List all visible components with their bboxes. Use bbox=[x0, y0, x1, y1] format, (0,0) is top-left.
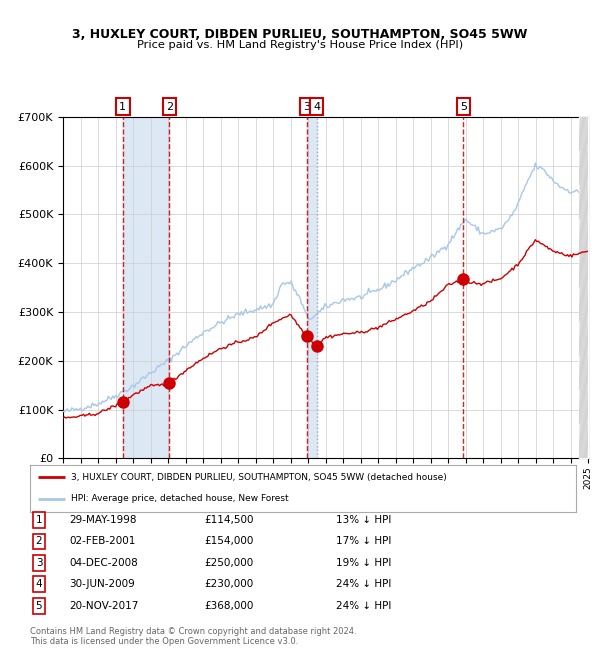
Text: 4: 4 bbox=[35, 579, 43, 590]
Text: 17% ↓ HPI: 17% ↓ HPI bbox=[336, 536, 391, 547]
Text: 02-FEB-2001: 02-FEB-2001 bbox=[69, 536, 136, 547]
Text: 1: 1 bbox=[35, 515, 43, 525]
Text: 24% ↓ HPI: 24% ↓ HPI bbox=[336, 601, 391, 611]
Bar bbox=[307, 117, 317, 458]
Text: Price paid vs. HM Land Registry's House Price Index (HPI): Price paid vs. HM Land Registry's House … bbox=[137, 40, 463, 50]
Text: 04-DEC-2008: 04-DEC-2008 bbox=[69, 558, 138, 568]
Text: 5: 5 bbox=[35, 601, 43, 611]
Text: 30-JUN-2009: 30-JUN-2009 bbox=[69, 579, 135, 590]
Text: 3, HUXLEY COURT, DIBDEN PURLIEU, SOUTHAMPTON, SO45 5WW (detached house): 3, HUXLEY COURT, DIBDEN PURLIEU, SOUTHAM… bbox=[71, 473, 446, 482]
Text: 3, HUXLEY COURT, DIBDEN PURLIEU, SOUTHAMPTON, SO45 5WW: 3, HUXLEY COURT, DIBDEN PURLIEU, SOUTHAM… bbox=[73, 28, 527, 41]
Text: 3: 3 bbox=[303, 102, 310, 112]
Text: £250,000: £250,000 bbox=[204, 558, 253, 568]
Text: 3: 3 bbox=[35, 558, 43, 568]
Bar bbox=[122, 117, 169, 458]
Text: 19% ↓ HPI: 19% ↓ HPI bbox=[336, 558, 391, 568]
Text: 20-NOV-2017: 20-NOV-2017 bbox=[69, 601, 139, 611]
Text: 24% ↓ HPI: 24% ↓ HPI bbox=[336, 579, 391, 590]
Text: £114,500: £114,500 bbox=[204, 515, 254, 525]
Text: 4: 4 bbox=[313, 102, 320, 112]
Text: 29-MAY-1998: 29-MAY-1998 bbox=[69, 515, 137, 525]
Text: This data is licensed under the Open Government Licence v3.0.: This data is licensed under the Open Gov… bbox=[30, 637, 298, 646]
Text: 2: 2 bbox=[35, 536, 43, 547]
Text: £230,000: £230,000 bbox=[204, 579, 253, 590]
Text: 1: 1 bbox=[119, 102, 126, 112]
Text: 13% ↓ HPI: 13% ↓ HPI bbox=[336, 515, 391, 525]
Text: HPI: Average price, detached house, New Forest: HPI: Average price, detached house, New … bbox=[71, 495, 289, 503]
Text: 5: 5 bbox=[460, 102, 467, 112]
Text: £368,000: £368,000 bbox=[204, 601, 253, 611]
Text: 2: 2 bbox=[166, 102, 173, 112]
Text: £154,000: £154,000 bbox=[204, 536, 253, 547]
Text: Contains HM Land Registry data © Crown copyright and database right 2024.: Contains HM Land Registry data © Crown c… bbox=[30, 627, 356, 636]
